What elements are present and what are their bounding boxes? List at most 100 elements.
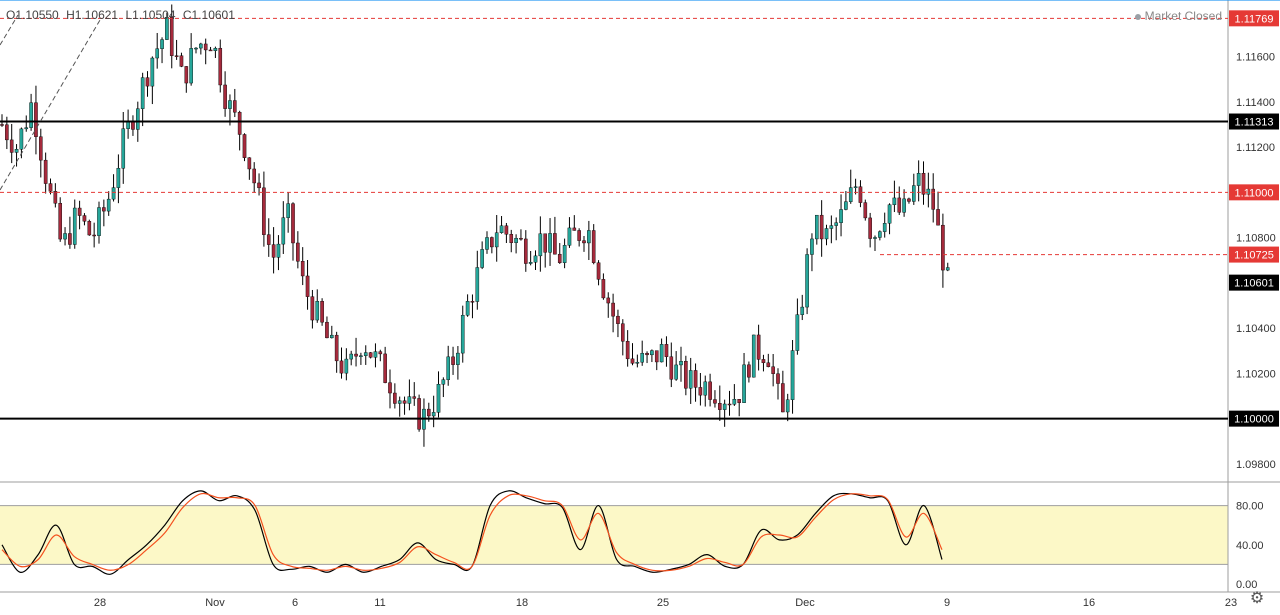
- status-dot-icon: [1134, 13, 1141, 20]
- candle-body: [621, 323, 625, 342]
- top-border: [0, 0, 1280, 1]
- candle-body: [800, 306, 805, 315]
- ohlc-open: O1.10550: [6, 8, 59, 22]
- candle-body: [53, 191, 58, 204]
- trend-line: [0, 19, 101, 191]
- candle-body: [203, 43, 208, 51]
- ohlc-readout: O1.10550 H1.10621 L1.10504 C1.10601: [6, 8, 239, 22]
- candle-body: [0, 124, 4, 126]
- candle-body: [291, 203, 295, 244]
- candle-body: [693, 370, 698, 388]
- price-tick-label: 1.11400: [1236, 97, 1275, 109]
- candle-body: [470, 301, 475, 303]
- oscillator-tick-label: 80.00: [1236, 501, 1264, 513]
- candle-body: [441, 379, 446, 385]
- candle-body: [237, 111, 242, 135]
- candle-body: [921, 173, 926, 195]
- candle-body: [135, 108, 140, 130]
- price-tick-label: 1.10400: [1236, 323, 1276, 335]
- candle-body: [315, 301, 320, 321]
- candle-body: [553, 233, 557, 255]
- price-tag: [1229, 410, 1279, 427]
- candle-body: [116, 168, 121, 188]
- candle-body: [926, 188, 931, 195]
- candle-body: [34, 102, 38, 137]
- candle-body: [781, 383, 785, 413]
- ohlc-low: L1.10504: [125, 8, 176, 22]
- time-tick-label: 25: [657, 597, 669, 609]
- candle-body: [14, 149, 19, 153]
- candle-body: [936, 209, 940, 226]
- candle-body: [863, 202, 868, 219]
- candle-body: [601, 279, 606, 299]
- candle-body: [524, 238, 528, 264]
- candle-body: [402, 400, 407, 404]
- candle-body: [737, 399, 741, 403]
- candle-body: [776, 373, 780, 384]
- candle-body: [703, 381, 708, 396]
- candle-body: [630, 358, 635, 364]
- candle-body: [727, 403, 732, 406]
- candle-body: [199, 43, 203, 49]
- candle-body: [228, 100, 232, 109]
- candle-body: [756, 334, 761, 360]
- candle-body: [305, 275, 310, 297]
- candle-body: [242, 134, 247, 158]
- candle-body: [543, 233, 547, 253]
- price-tick-label: 1.10800: [1236, 233, 1276, 245]
- candle-body: [761, 359, 766, 364]
- candle-body: [815, 214, 819, 240]
- candle-body: [684, 361, 688, 389]
- price-tag: [1229, 246, 1279, 263]
- candle-body: [427, 408, 431, 417]
- candle-body: [897, 197, 902, 213]
- candle-body: [247, 157, 252, 170]
- price-tick-label: 1.09800: [1236, 459, 1276, 471]
- candle-body: [664, 344, 669, 357]
- candle-body: [844, 201, 848, 210]
- gear-icon[interactable]: ⚙: [1249, 590, 1265, 607]
- price-tag-label: 1.10000: [1234, 414, 1274, 426]
- price-tick-label: 1.11600: [1236, 52, 1275, 64]
- candle-body: [349, 353, 354, 360]
- trend-line: [0, 14, 19, 46]
- candle-body: [460, 314, 465, 354]
- candle-body: [916, 173, 921, 186]
- candle-body: [878, 231, 882, 238]
- candle-body: [431, 412, 436, 417]
- candle-body: [339, 360, 344, 374]
- candle-body: [708, 381, 712, 400]
- candle-body: [907, 198, 911, 202]
- candle-body: [363, 352, 368, 356]
- candle-body: [397, 400, 402, 404]
- candle-body: [591, 230, 596, 263]
- candle-body: [140, 77, 145, 109]
- candle-body: [669, 356, 674, 380]
- candle-body: [373, 351, 378, 358]
- candle-body: [58, 203, 62, 240]
- candle-body: [494, 232, 499, 248]
- oscillator-tick-label: 0.00: [1236, 579, 1257, 591]
- candle-body: [635, 361, 640, 364]
- candle-body: [97, 207, 101, 236]
- candle-body: [868, 217, 872, 239]
- candle-body: [611, 302, 615, 317]
- candle-body: [77, 207, 82, 216]
- time-tick-label: 11: [374, 597, 385, 609]
- candle-body: [218, 47, 223, 86]
- candle-body: [150, 57, 155, 87]
- candle-body: [271, 244, 276, 258]
- candle-body: [194, 47, 198, 50]
- candle-body: [834, 222, 838, 226]
- candle-body: [674, 364, 678, 380]
- candle-body: [688, 370, 693, 389]
- price-tag: [1229, 274, 1279, 291]
- time-tick-label: 9: [944, 597, 950, 609]
- candle-body: [359, 355, 363, 357]
- candle-body: [514, 237, 518, 243]
- candle-body: [354, 353, 358, 357]
- candle-body: [824, 228, 829, 240]
- candle-body: [189, 48, 193, 84]
